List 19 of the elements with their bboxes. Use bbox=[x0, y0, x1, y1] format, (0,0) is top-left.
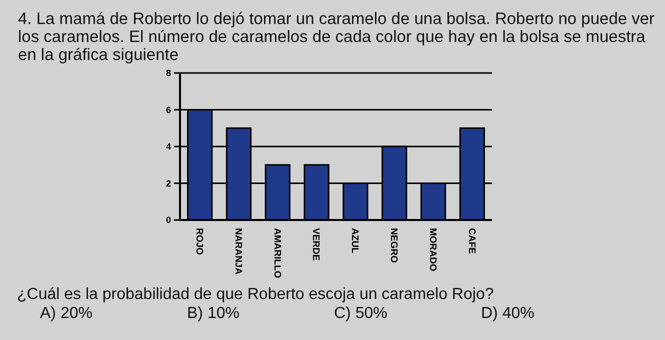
text: D) 40% bbox=[481, 305, 534, 322]
text: B) 10% bbox=[187, 305, 240, 322]
x-tick-label: AMARILLO bbox=[271, 228, 282, 278]
chart-title: 4. La mamá de Roberto lo dejó tomar un caramelo de una bolsa. Roberto no puede ver los caramelos. El número de caramelos de cada color que hay en la bolsa se muestra en la gráfica siguiente bbox=[18, 10, 656, 64]
x-tick-label: MORADO bbox=[426, 228, 438, 272]
y-tick-label: 6 bbox=[166, 104, 171, 115]
y-tick-label: 2 bbox=[166, 178, 171, 188]
text: A) 20% bbox=[40, 305, 92, 322]
x-tick-label: CAFE bbox=[466, 228, 477, 254]
x-tick-label: VERDE bbox=[310, 228, 322, 261]
y-tick-label: 8 bbox=[166, 68, 171, 78]
text: ¿Cuál es la probabilidad de que Roberto escoja un caramelo Rojo? bbox=[17, 286, 494, 303]
x-tick-label: NEGRO bbox=[388, 228, 400, 263]
y-tick-label: 0 bbox=[166, 215, 171, 226]
y-tick-label: 4 bbox=[166, 142, 171, 152]
x-tick-label: AZUL bbox=[349, 228, 360, 254]
text: C) 50% bbox=[334, 305, 388, 322]
x-tick-label: NARANJA bbox=[232, 228, 244, 275]
x-tick-label: ROJO bbox=[194, 228, 205, 255]
